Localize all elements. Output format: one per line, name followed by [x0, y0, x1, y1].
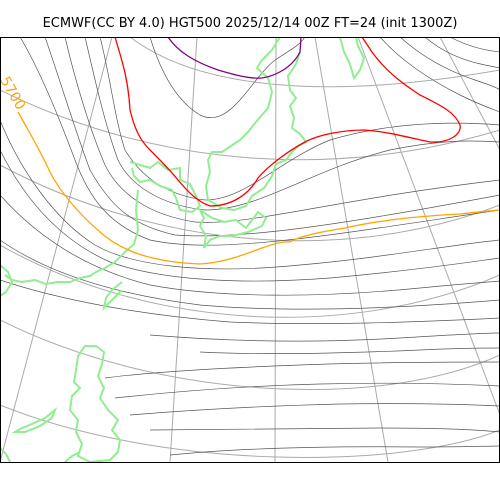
height-contour — [44, 37, 500, 237]
coastlines — [0, 37, 366, 463]
coastline — [339, 37, 366, 81]
meridian-line — [439, 37, 500, 151]
height-contour — [169, 445, 500, 456]
map-title: ECMWF(CC BY 4.0) HGT500 2025/12/14 00Z F… — [42, 16, 458, 31]
meridian-line — [357, 37, 500, 416]
coastline — [4, 189, 140, 286]
map-background — [0, 37, 500, 463]
height-contour — [99, 37, 500, 201]
coastline — [204, 37, 308, 212]
coastline — [64, 451, 81, 463]
height-contour — [0, 279, 500, 325]
height-contour — [199, 347, 500, 355]
meridian-line — [314, 37, 389, 463]
height-contour — [449, 37, 500, 53]
parallel-line — [0, 89, 500, 161]
parallel-line — [0, 164, 500, 242]
height-contours — [0, 37, 500, 456]
coastline — [129, 160, 202, 214]
height-contour — [0, 149, 500, 282]
height-contour — [149, 427, 500, 433]
height-contour — [129, 403, 500, 416]
coastline — [68, 345, 122, 463]
height-contour — [64, 37, 500, 223]
height-contour — [114, 382, 500, 399]
contour-5100 — [167, 37, 302, 79]
contour-5400 — [114, 37, 461, 207]
coastline — [102, 281, 123, 312]
height-contour — [149, 37, 306, 118]
parallel-line — [129, 37, 500, 88]
coastline — [11, 406, 58, 433]
height-contour — [149, 332, 500, 342]
parallel-line — [0, 244, 500, 318]
parallel-line — [0, 404, 500, 458]
height-contour — [0, 239, 500, 310]
height-contour — [19, 37, 500, 246]
meridian-line — [274, 37, 277, 463]
height-contour — [424, 37, 500, 69]
meridian-line — [0, 37, 113, 463]
height-contour — [84, 37, 500, 211]
parallel-line — [0, 319, 500, 391]
contour-5700 — [17, 111, 500, 265]
height-contour — [0, 119, 500, 270]
meridian-line — [169, 37, 198, 463]
height-contour — [399, 37, 500, 91]
graticule — [0, 37, 500, 463]
coastline — [197, 207, 268, 249]
height-contour — [379, 37, 500, 113]
coastline — [0, 264, 14, 297]
coastline — [0, 447, 11, 463]
height-contour — [0, 194, 500, 296]
height-contour — [104, 361, 500, 379]
